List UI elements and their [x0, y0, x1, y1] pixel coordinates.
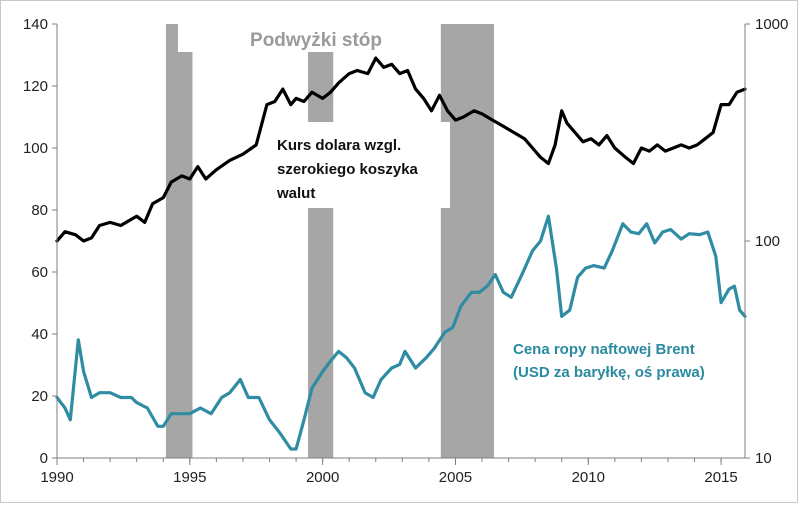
y-left-tick-label: 140: [23, 16, 48, 33]
annotation-oil-line-2: (USD za baryłkę, oś prawa): [513, 364, 705, 381]
shaded-periods: [165, 24, 494, 458]
y-right-tick-label: 1000: [755, 16, 788, 33]
y-right-tick-label: 10: [755, 450, 772, 467]
series-line-1: [55, 56, 747, 243]
shaded-period-1: [165, 24, 193, 458]
x-tick-label: 2000: [306, 469, 339, 486]
annotation-dollar-line-3: walut: [276, 185, 315, 202]
x-tick-label: 2005: [439, 469, 472, 486]
title-backdrop: [178, 24, 440, 52]
y-left-tick-label: 0: [40, 450, 48, 467]
x-tick-label: 2010: [572, 469, 605, 486]
axes: 0 20 40 60 80 100 120 140 10 100 1000 1990 1995 2000 2…: [23, 16, 788, 486]
annotation-box-dollar: [265, 122, 450, 208]
y-left-tick-label: 80: [31, 202, 48, 219]
annotation-oil-line-1: Cena ropy naftowej Brent: [513, 341, 695, 358]
y-left-tick-label: 120: [23, 78, 48, 95]
y-left-tick-label: 100: [23, 140, 48, 157]
x-tick-label: 2015: [704, 469, 737, 486]
series-line-2: [55, 214, 747, 451]
chart-title: Podwyżki stóp: [250, 30, 382, 51]
x-tick-label: 1990: [40, 469, 73, 486]
y-left-tick-label: 40: [31, 326, 48, 343]
shaded-period-3: [440, 24, 494, 458]
annotation-dollar-line-1: Kurs dolara wzgl.: [277, 137, 401, 154]
y-left-tick-label: 20: [31, 388, 48, 405]
y-right-tick-label: 100: [755, 233, 780, 250]
x-tick-label: 1995: [173, 469, 206, 486]
annotation-dollar-line-2: szerokiego koszyka: [277, 161, 419, 178]
y-left-tick-label: 60: [31, 264, 48, 281]
series-layer: [55, 56, 747, 451]
